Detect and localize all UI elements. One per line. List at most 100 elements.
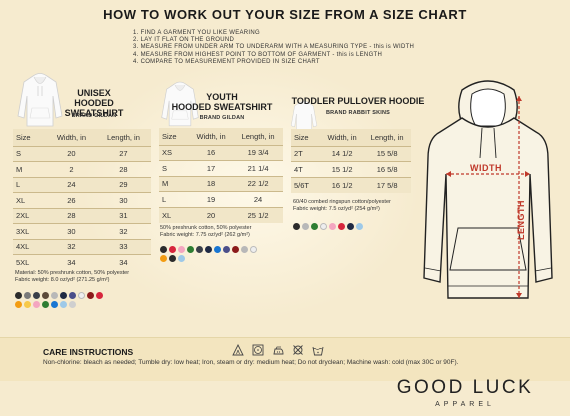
header-size: Size bbox=[291, 129, 321, 146]
cell-size: S bbox=[159, 160, 189, 176]
table-row: 5XL 34 34 bbox=[13, 254, 151, 270]
youth-material: 50% preshrunk cotton, 50% polyester bbox=[160, 225, 252, 231]
page-title: HOW TO WORK OUT YOUR SIZE FROM A SIZE CH… bbox=[103, 7, 467, 22]
color-swatch bbox=[78, 292, 85, 299]
color-swatch bbox=[187, 246, 194, 253]
table-row: 2T 14 1/2 15 5/8 bbox=[291, 145, 411, 162]
table-header-row: Size Width, in Length, in bbox=[13, 129, 151, 146]
color-swatch bbox=[160, 255, 167, 262]
table-row: XL 26 30 bbox=[13, 192, 151, 208]
unisex-size-table: Size Width, in Length, in S 20 27 M 2 28 L 24… bbox=[13, 129, 151, 270]
cell-size: 4XL bbox=[13, 238, 47, 255]
instruction-step: 4. COMPARE TO MEASUREMENT PROVIDED IN SI… bbox=[133, 58, 320, 65]
color-swatch bbox=[347, 223, 354, 230]
color-swatch bbox=[250, 246, 257, 253]
color-swatch bbox=[24, 301, 31, 308]
color-swatch bbox=[178, 255, 185, 262]
cell-size: XL bbox=[13, 192, 47, 208]
color-swatch bbox=[223, 246, 230, 253]
color-swatch bbox=[214, 246, 221, 253]
color-swatch bbox=[169, 246, 176, 253]
header-width: Width, in bbox=[189, 128, 234, 145]
youth-size-table: Size Width, in Length, in XS 16 19 3/4 S 17… bbox=[159, 128, 283, 223]
table-row: 2XL 28 31 bbox=[13, 207, 151, 224]
cell-width: 2 bbox=[47, 161, 96, 177]
color-swatch bbox=[96, 292, 103, 299]
cell-size: 3XL bbox=[13, 223, 47, 239]
machine-wash-icon bbox=[312, 346, 324, 356]
color-swatch bbox=[33, 292, 40, 299]
table-row: S 20 27 bbox=[13, 145, 151, 162]
cell-width: 15 1/2 bbox=[321, 161, 364, 177]
color-swatch bbox=[293, 223, 300, 230]
color-swatch bbox=[196, 246, 203, 253]
cell-width: 19 bbox=[189, 191, 234, 207]
cell-width: 17 bbox=[189, 160, 234, 176]
toddler-color-swatches bbox=[293, 223, 403, 230]
care-instructions-title: CARE INSTRUCTIONS bbox=[43, 347, 134, 357]
color-swatch bbox=[69, 301, 76, 308]
table-row: 4XL 32 33 bbox=[13, 238, 151, 255]
table-row: L 24 29 bbox=[13, 176, 151, 193]
cell-size: 2XL bbox=[13, 207, 47, 224]
cell-width: 18 bbox=[189, 175, 234, 192]
header-width: Width, in bbox=[47, 129, 96, 146]
cell-size: S bbox=[13, 145, 47, 162]
color-swatch bbox=[356, 223, 363, 230]
color-swatch bbox=[42, 292, 49, 299]
table-row: 3XL 30 32 bbox=[13, 223, 151, 239]
no-dryclean-icon bbox=[293, 345, 303, 355]
cell-size: L bbox=[159, 191, 189, 207]
cell-size: 5XL bbox=[13, 254, 47, 270]
color-swatch bbox=[178, 246, 185, 253]
cell-width: 16 1/2 bbox=[321, 176, 364, 193]
color-swatch bbox=[51, 292, 58, 299]
length-label: LENGTH bbox=[516, 200, 526, 240]
color-swatch bbox=[241, 246, 248, 253]
cell-length: 25 1/2 bbox=[233, 206, 283, 223]
youth-fabric-info: 50% preshrunk cotton, 50% polyester Fabr… bbox=[160, 225, 251, 239]
color-swatch bbox=[169, 255, 176, 262]
unisex-material: Material: 50% preshrunk cotton, 50% poly… bbox=[15, 270, 130, 276]
instructions-list: 1. FIND A GARMENT YOU LIKE WEARING 2. LA… bbox=[133, 30, 414, 66]
cell-size: M bbox=[13, 161, 47, 177]
unisex-brand: BRAND GILDAN bbox=[71, 113, 117, 119]
cell-size: L bbox=[13, 176, 47, 193]
color-swatch bbox=[15, 292, 22, 299]
cell-length: 30 bbox=[95, 192, 151, 208]
cell-size: M bbox=[159, 175, 189, 192]
bleach-icon bbox=[232, 344, 244, 356]
cell-width: 20 bbox=[189, 206, 234, 223]
table-row: M 18 22 1/2 bbox=[159, 175, 283, 192]
unisex-title-line1: UNISEX bbox=[77, 88, 111, 98]
cell-length: 19 3/4 bbox=[233, 144, 283, 161]
header-length: Length, in bbox=[233, 128, 283, 145]
care-instructions-text: Non-chlorine: bleach as needed; Tumble d… bbox=[43, 359, 459, 366]
youth-hoodie-icon bbox=[161, 81, 199, 127]
toddler-size-table: Size Width, in Length, in 2T 14 1/2 15 5/8… bbox=[291, 129, 411, 193]
color-swatch bbox=[51, 301, 58, 308]
cell-length: 32 bbox=[95, 223, 151, 239]
unisex-fabric-info: Material: 50% preshrunk cotton, 50% poly… bbox=[15, 270, 129, 284]
youth-title-line1: YOUTH bbox=[206, 92, 238, 102]
instruction-step: 1. FIND A GARMENT YOU LIKE WEARING bbox=[133, 30, 261, 36]
header-size: Size bbox=[159, 128, 189, 145]
brand-logo: GOOD LUCK bbox=[396, 377, 534, 398]
color-swatch bbox=[160, 246, 167, 253]
cell-length: 31 bbox=[95, 207, 151, 224]
color-swatch bbox=[338, 223, 345, 230]
youth-title-line2: HOODED SWEATSHIRT bbox=[171, 102, 273, 112]
cell-width: 32 bbox=[47, 238, 96, 255]
cell-length: 33 bbox=[95, 238, 151, 255]
toddler-weight: Fabric weight: 7.5 oz/yd² (254 g/m²) bbox=[293, 206, 380, 212]
toddler-brand: BRAND RABBIT SKINS bbox=[325, 110, 391, 116]
color-swatch bbox=[42, 301, 49, 308]
table-row: 5/6T 16 1/2 17 5/8 bbox=[291, 176, 411, 193]
cell-length: 16 5/8 bbox=[363, 161, 411, 177]
measurement-hoodie-icon bbox=[423, 80, 553, 299]
tumble-dry-icon bbox=[252, 344, 264, 356]
unisex-hoodie-icon bbox=[17, 73, 63, 127]
header-length: Length, in bbox=[95, 129, 151, 146]
header-size: Size bbox=[13, 129, 47, 146]
youth-color-swatches bbox=[160, 246, 262, 262]
